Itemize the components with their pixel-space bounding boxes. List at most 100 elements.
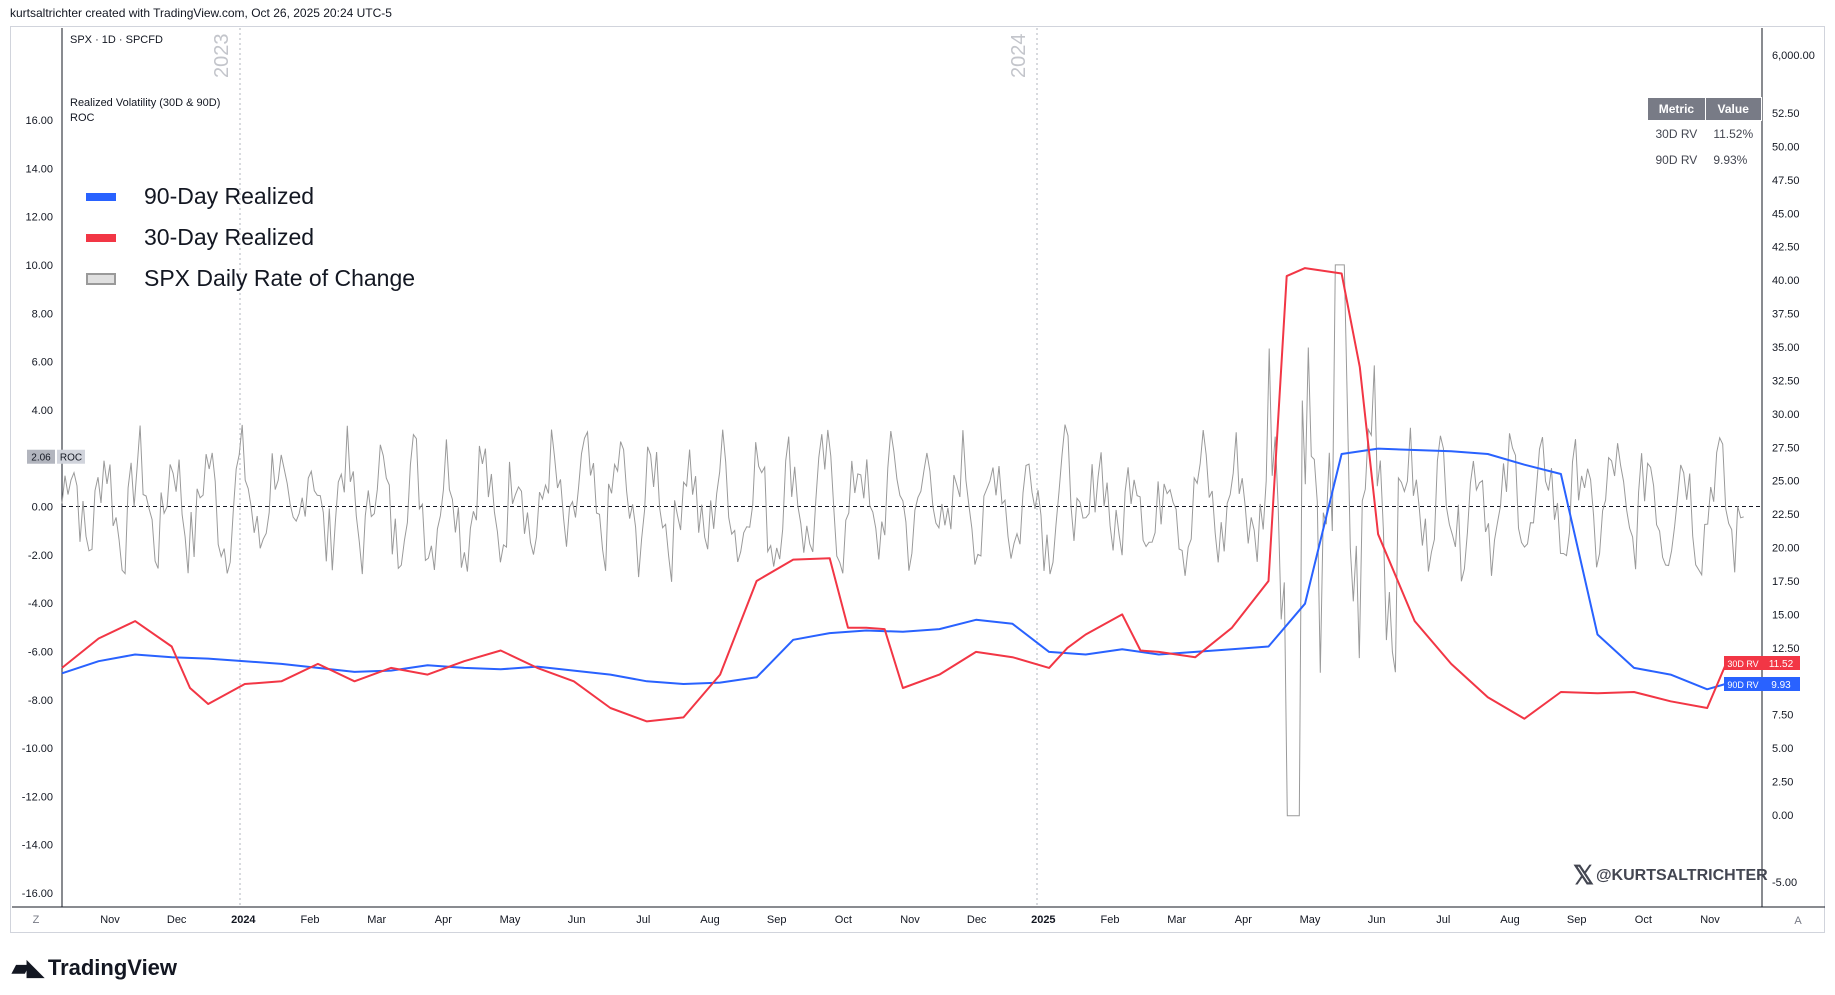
zoom-reset-icon: Z <box>33 914 40 926</box>
right-axis-tick-label: 37.50 <box>1772 309 1800 321</box>
x-axis-tick-label: Apr <box>435 914 452 926</box>
tradingview-logo[interactable]: ▰◣ TradingView <box>12 955 177 981</box>
x-axis-tick-label: Dec <box>967 914 987 926</box>
x-axis-tick-label: May <box>1300 914 1321 926</box>
metric-table: Metric Value 30D RV 11.52% 90D RV 9.93% <box>1647 97 1762 173</box>
right-axis-tick-label: 17.50 <box>1772 576 1800 588</box>
rv90-price-tag-label-bg <box>1724 677 1762 691</box>
left-axis-tick-label: 12.00 <box>25 212 53 224</box>
legend-item-90d: 90-Day Realized <box>86 176 415 217</box>
x-axis-tick-label: Oct <box>1635 914 1652 926</box>
right-axis-tick-label: 30.00 <box>1772 409 1800 421</box>
legend-item-30d: 30-Day Realized <box>86 217 415 258</box>
roc-value-bg <box>27 449 55 464</box>
x-axis-tick-label: Mar <box>367 914 386 926</box>
left-axis-tick-label: -12.00 <box>22 791 53 803</box>
metric-header: Metric <box>1647 97 1706 121</box>
right-axis-tick-label: 45.00 <box>1772 208 1800 220</box>
x-axis-tick-label: 2024 <box>231 914 256 926</box>
roc-name-bg <box>57 449 85 464</box>
right-axis-tick-label: 27.50 <box>1772 442 1800 454</box>
left-axis-tick-label: -14.00 <box>22 840 53 852</box>
rv90-price-tag-value-bg <box>1762 677 1800 691</box>
right-axis-tick-label: 0.00 <box>1772 810 1793 822</box>
left-axis-tick-label: -6.00 <box>28 646 53 658</box>
x-axis-tick-label: Sep <box>1567 914 1587 926</box>
x-axis-tick-label: 2025 <box>1031 914 1055 926</box>
chart-canvas[interactable]: 2023 2024 16.00 14.00 12.00 10.00 8.00 6.00 4.00… <box>0 0 1835 940</box>
metric-table-header: Metric Value <box>1647 97 1762 121</box>
rv90-price-tag-label: 90D RV <box>1727 680 1758 690</box>
metric-name: 90D RV <box>1655 153 1698 167</box>
x-axis-tick-label: Jun <box>1368 914 1386 926</box>
left-axis-tick-label: -8.00 <box>28 695 53 707</box>
x-axis-tick-label: Sep <box>767 914 787 926</box>
auto-scale-icon: A <box>1794 915 1802 927</box>
legend-swatch-gray <box>86 272 116 285</box>
x-axis-tick-label: Nov <box>1700 914 1720 926</box>
symbol-line: SPX · 1D · SPCFD <box>70 34 163 46</box>
rv30-price-tag-label: 30D RV <box>1727 659 1758 669</box>
roc-value-label: 2.06 <box>31 453 51 464</box>
x-axis-tick-label: Feb <box>301 914 320 926</box>
right-axis-tick-label: 5.00 <box>1772 743 1793 755</box>
right-axis-tick-label: 52.50 <box>1772 108 1800 120</box>
social-handle-text: @KURTSALTRICHTER <box>1595 866 1768 884</box>
right-axis-tick-label: 32.50 <box>1772 375 1800 387</box>
x-axis-tick-label: Jul <box>1436 914 1450 926</box>
legend-swatch-blue <box>86 192 116 201</box>
metric-value: 9.93% <box>1713 153 1748 167</box>
left-axis-tick-label: -10.00 <box>22 743 53 755</box>
left-axis-tick-label: -16.00 <box>22 888 53 900</box>
right-axis-tick-label: 47.50 <box>1772 175 1800 187</box>
x-axis-tick-label: Feb <box>1101 914 1120 926</box>
x-axis-tick-label: Nov <box>100 914 120 926</box>
indicator-title: Realized Volatility (30D & 90D) ROC <box>70 96 220 126</box>
rv30-price-tag-value: 11.52 <box>1769 659 1794 670</box>
metric-name: 30D RV <box>1655 127 1698 141</box>
x-axis-tick-label: Nov <box>900 914 920 926</box>
right-axis-tick-label: 12.50 <box>1772 643 1800 655</box>
x-axis-tick-label: Apr <box>1235 914 1252 926</box>
right-axis-tick-label: -5.00 <box>1772 877 1797 889</box>
indicator-name: Realized Volatility (30D & 90D) <box>70 97 221 109</box>
chart-legend: 90-Day Realized 30-Day Realized SPX Dail… <box>86 176 415 299</box>
right-axis-tick-label: 22.50 <box>1772 509 1800 521</box>
tradingview-mark-icon: ▰◣ <box>12 955 44 980</box>
x-axis-tick-label: Mar <box>1167 914 1186 926</box>
metric-row: 90D RV 9.93% <box>1648 147 1762 173</box>
rv90-series-line <box>61 447 1744 691</box>
metric-value: 11.52% <box>1713 127 1754 141</box>
left-axis-tick-label: 8.00 <box>32 308 53 320</box>
tradingview-brand: TradingView <box>47 955 178 980</box>
x-axis-tick-label: Jul <box>636 914 650 926</box>
legend-label: 90-Day Realized <box>144 183 315 209</box>
metric-row: 30D RV 11.52% <box>1648 121 1762 148</box>
indicator-subtitle: ROC <box>70 112 95 124</box>
left-axis-tick-label: 6.00 <box>32 357 53 369</box>
right-axis-tick-label: 42.50 <box>1772 242 1800 254</box>
x-logo-icon: 𝕏 <box>1573 860 1594 890</box>
right-axis-tick-label: 6,000.00 <box>1772 50 1815 62</box>
rv30-price-tag-value-bg <box>1762 656 1800 670</box>
social-handle: 𝕏 @KURTSALTRICHTER <box>1573 860 1768 891</box>
value-header: Value <box>1704 97 1762 121</box>
chart-frame[interactable] <box>10 26 1825 933</box>
x-axis-tick-label: May <box>500 914 521 926</box>
legend-label: 30-Day Realized <box>144 224 315 250</box>
right-axis-tick-label: 7.50 <box>1772 710 1793 722</box>
left-axis-tick-label: 10.00 <box>25 260 53 272</box>
left-axis-tick-label: 0.00 <box>32 502 53 514</box>
right-axis-tick-label: 50.00 <box>1772 141 1800 153</box>
x-axis-tick-label: Aug <box>1500 914 1520 926</box>
roc-series-line <box>61 264 1744 817</box>
left-axis-tick-label: -2.00 <box>28 550 53 562</box>
rv90-price-tag-value: 9.93 <box>1771 680 1791 691</box>
year-watermark-label: 2024 <box>1008 34 1030 79</box>
rv30-price-tag-label-bg <box>1724 656 1762 670</box>
x-axis-tick-label: Dec <box>167 914 187 926</box>
x-axis-tick-label: Jun <box>568 914 586 926</box>
left-axis-tick-label: -4.00 <box>28 598 53 610</box>
x-axis-tick-label: Aug <box>700 914 720 926</box>
legend-item-roc: SPX Daily Rate of Change <box>86 258 415 299</box>
